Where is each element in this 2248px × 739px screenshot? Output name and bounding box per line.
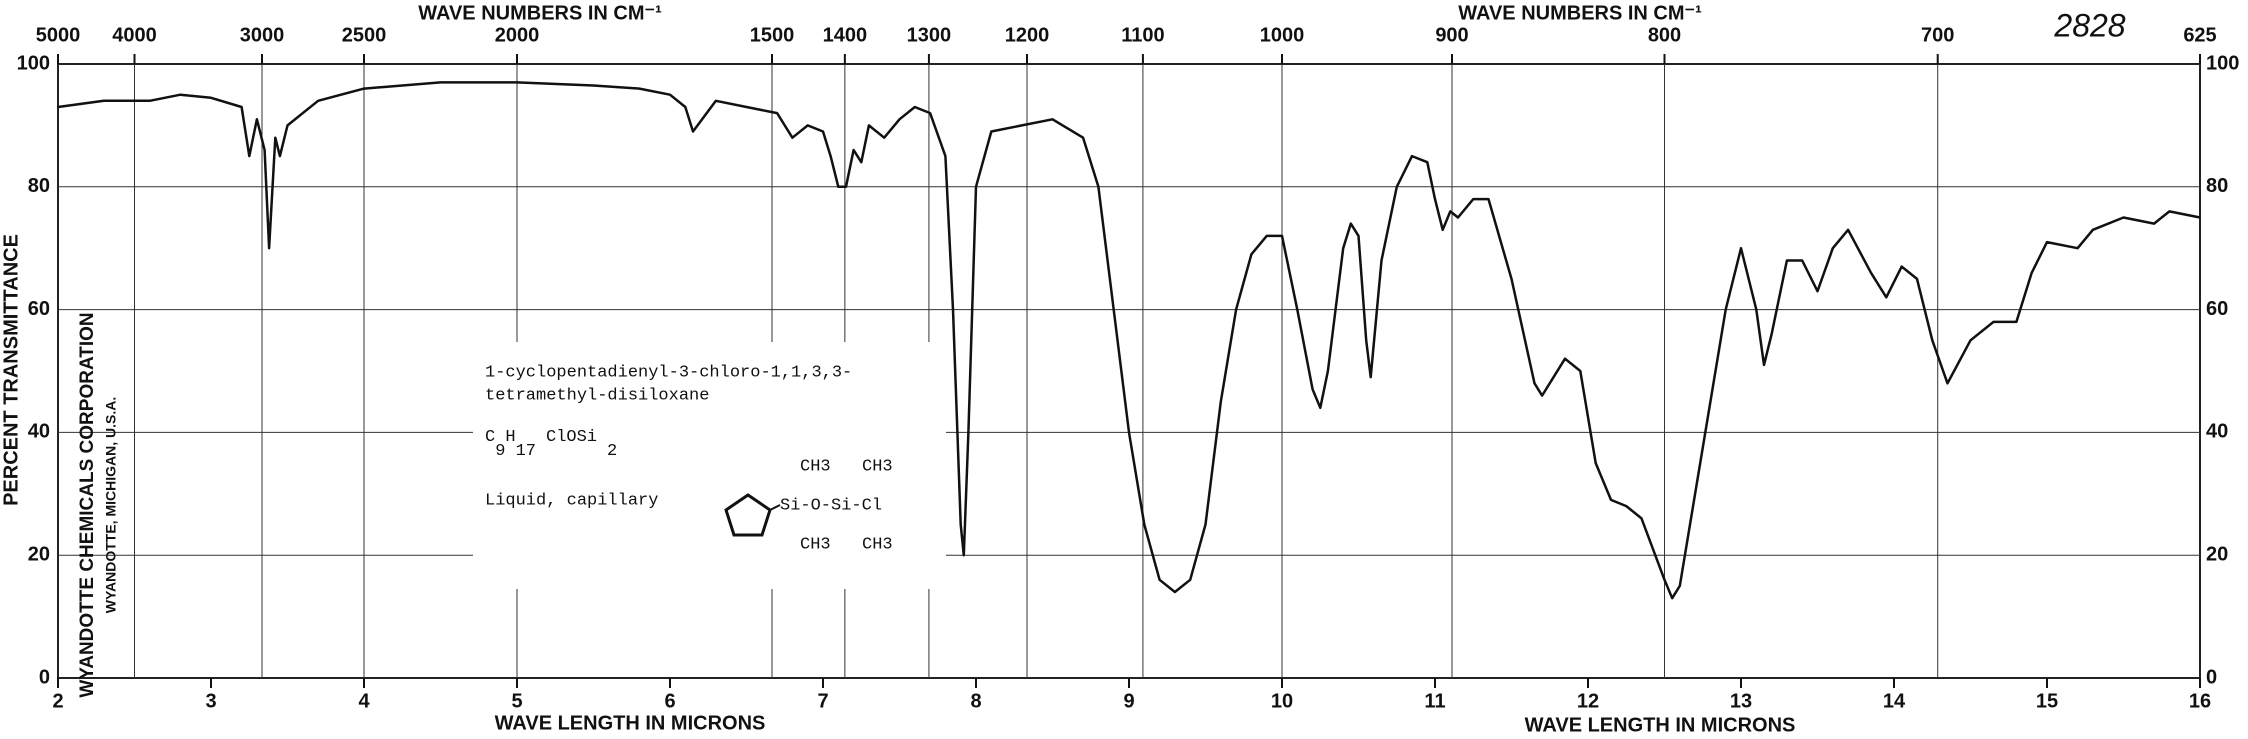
top-tick-label: 1500: [750, 24, 795, 46]
formula-part: H: [505, 428, 515, 447]
y-tick-label: 100: [17, 52, 50, 74]
company-location: WYANDOTTE, MICHIGAN, U.S.A.: [103, 397, 119, 614]
top-tick-label: 1100: [1121, 24, 1164, 46]
x-tick-label: 12: [1577, 690, 1599, 712]
formula-sub: 2: [607, 442, 617, 461]
y-tick-label: 0: [39, 666, 50, 688]
y-tick-label-right: 40: [2206, 421, 2228, 443]
x-tick-label: 13: [1730, 690, 1752, 712]
y-tick-label: 80: [28, 175, 50, 197]
y-tick-label: 60: [28, 298, 50, 320]
x-tick-label: 15: [2036, 690, 2058, 712]
x-tick-label: 14: [1883, 690, 1906, 712]
top-tick-label: 900: [1435, 24, 1468, 46]
top-tick-label: 625: [2183, 24, 2216, 46]
structure-label: Si-O-Si-Cl: [780, 496, 882, 515]
top-tick-label: 2000: [495, 24, 540, 46]
y-tick-label-right: 80: [2206, 175, 2228, 197]
top-tick-label: 700: [1921, 24, 1954, 46]
formula-part: ClOSi: [546, 428, 597, 447]
sample-box: [473, 342, 946, 589]
top-tick-label: 2500: [342, 24, 387, 46]
x-tick-label: 4: [358, 690, 370, 712]
y-tick-label-right: 100: [2206, 52, 2239, 74]
sample-name: 1-cyclopentadienyl-3-chloro-1,1,3,3-: [485, 363, 852, 382]
bond: [769, 504, 781, 511]
formula-sub: 17: [516, 442, 536, 461]
x-axis-title: WAVE LENGTH IN MICRONS: [495, 712, 766, 734]
x-tick-label: 7: [817, 690, 828, 712]
top-tick-label: 3000: [240, 24, 285, 46]
top-tick-label: 1400: [823, 24, 868, 46]
top-tick-label: 4000: [112, 24, 157, 46]
structure-label: CH3: [800, 457, 831, 476]
formula-part: C: [485, 428, 495, 447]
x-tick-label: 11: [1424, 690, 1445, 712]
spectrum-number: 2828: [2053, 7, 2125, 43]
structure-label: CH3: [800, 535, 831, 554]
x-tick-label: 10: [1271, 690, 1293, 712]
plot-frame: [57, 63, 2201, 679]
x-tick-label: 8: [970, 690, 981, 712]
top-tick-label: 1300: [907, 24, 952, 46]
top-axis-title: WAVE NUMBERS IN CM⁻¹: [418, 2, 662, 24]
formula: C9H17 ClOSi 2: [485, 428, 617, 461]
x-tick-label: 5: [511, 690, 522, 712]
top-tick-label: 5000: [36, 24, 81, 46]
sample-state: Liquid, capillary: [485, 491, 658, 510]
y-axis-title: PERCENT TRANSMITTANCE: [0, 234, 22, 506]
top-tick-label: 1200: [1005, 24, 1050, 46]
cyclopentadiene-ring: [724, 493, 772, 537]
y-tick-label-right: 20: [2206, 543, 2228, 565]
x-tick-label: 16: [2189, 690, 2211, 712]
company: WYANDOTTE CHEMICALS CORPORATION: [77, 312, 98, 697]
x-tick-label: 6: [664, 690, 675, 712]
y-tick-label-right: 0: [2206, 666, 2217, 688]
x-tick-label: 2: [52, 690, 63, 712]
top-axis-title-right: WAVE NUMBERS IN CM⁻¹: [1458, 2, 1702, 24]
structure-label: CH3: [862, 457, 893, 476]
top-tick-label: 800: [1648, 24, 1681, 46]
spectrum-line: [57, 81, 2201, 600]
formula-sub: 9: [495, 442, 505, 461]
x-tick-label: 9: [1123, 690, 1134, 712]
y-tick-label: 20: [28, 543, 50, 565]
x-axis-title-right: WAVE LENGTH IN MICRONS: [1525, 714, 1796, 736]
y-tick-label: 40: [28, 421, 50, 443]
structure-label: CH3: [862, 535, 893, 554]
sample-name: tetramethyl-disiloxane: [485, 386, 709, 405]
x-tick-label: 3: [205, 690, 216, 712]
y-tick-label-right: 60: [2206, 298, 2228, 320]
top-tick-label: 1000: [1260, 24, 1305, 46]
